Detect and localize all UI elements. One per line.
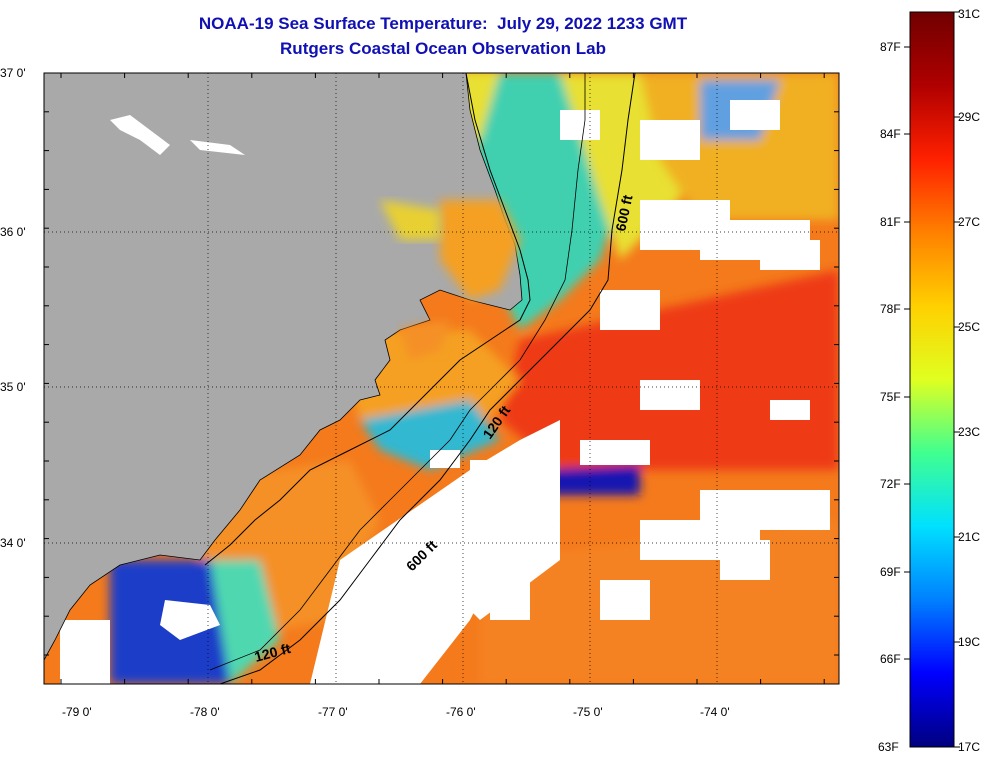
lon-label-79: -79 0' xyxy=(62,705,92,719)
sst-front-southwest xyxy=(210,560,280,684)
map-plot-area: 600 ft 120 ft 600 ft 120 ft xyxy=(44,73,839,684)
lon-label-76: -76 0' xyxy=(446,705,476,719)
lat-label-34: 34 0' xyxy=(0,536,26,550)
colorbar-label-29c: 29C xyxy=(958,110,980,124)
chart-title: NOAA-19 Sea Surface Temperature: July 29… xyxy=(198,14,688,33)
colorbar-label-19c: 19C xyxy=(958,635,980,649)
cloud-mask xyxy=(60,100,830,684)
colorbar-label-23c: 23C xyxy=(958,425,980,439)
river-north xyxy=(110,115,170,155)
colorbar-label-84f: 84F xyxy=(880,127,901,141)
colorbar-ticks xyxy=(904,11,960,748)
cloud-sw-hole xyxy=(160,600,220,640)
colorbar-label-66f: 66F xyxy=(880,652,901,666)
colorbar xyxy=(909,11,955,748)
colorbar-label-69f: 69F xyxy=(880,565,901,579)
sst-hot-center xyxy=(500,270,839,470)
chart-subtitle: Rutgers Coastal Ocean Observation Lab xyxy=(280,39,606,58)
colorbar-label-21c: 21C xyxy=(958,530,980,544)
depth-contour-600ft xyxy=(219,73,636,684)
colorbar-label-31c: 31C xyxy=(958,7,980,21)
axis-ticks xyxy=(44,72,839,684)
colorbar-label-87f: 87F xyxy=(880,40,901,54)
lon-label-74: -74 0' xyxy=(700,705,730,719)
depth-label-600ft-north: 600 ft xyxy=(612,193,635,232)
colorbar-label-17c: 17C xyxy=(958,740,980,754)
sst-cold-eddy xyxy=(540,465,640,495)
neuse-river xyxy=(400,320,450,360)
colorbar-label-75f: 75F xyxy=(880,390,901,404)
depth-contour-120ft xyxy=(209,73,586,671)
lon-label-77: -77 0' xyxy=(318,705,348,719)
graticule xyxy=(44,73,839,684)
colorbar-label-72f: 72F xyxy=(880,477,901,491)
lon-label-75: -75 0' xyxy=(573,705,603,719)
map-frame xyxy=(43,72,840,685)
sst-warm-northeast xyxy=(640,73,839,220)
river-north-2 xyxy=(190,140,245,155)
albemarle-sound xyxy=(380,200,440,240)
barrier-island-line xyxy=(204,73,531,566)
colorbar-label-63f: 63F xyxy=(878,740,899,754)
colorbar-label-81f: 81F xyxy=(880,215,901,229)
pamlico-sound xyxy=(440,200,520,300)
colorbar-label-25c: 25C xyxy=(958,320,980,334)
colorbar-label-27c: 27C xyxy=(958,215,980,229)
lon-label-78: -78 0' xyxy=(190,705,220,719)
colorbar-label-78f: 78F xyxy=(880,302,901,316)
lat-label-35: 35 0' xyxy=(0,380,26,394)
lat-label-36: 36 0' xyxy=(0,225,26,239)
lat-label-37: 37 0' xyxy=(0,66,26,80)
